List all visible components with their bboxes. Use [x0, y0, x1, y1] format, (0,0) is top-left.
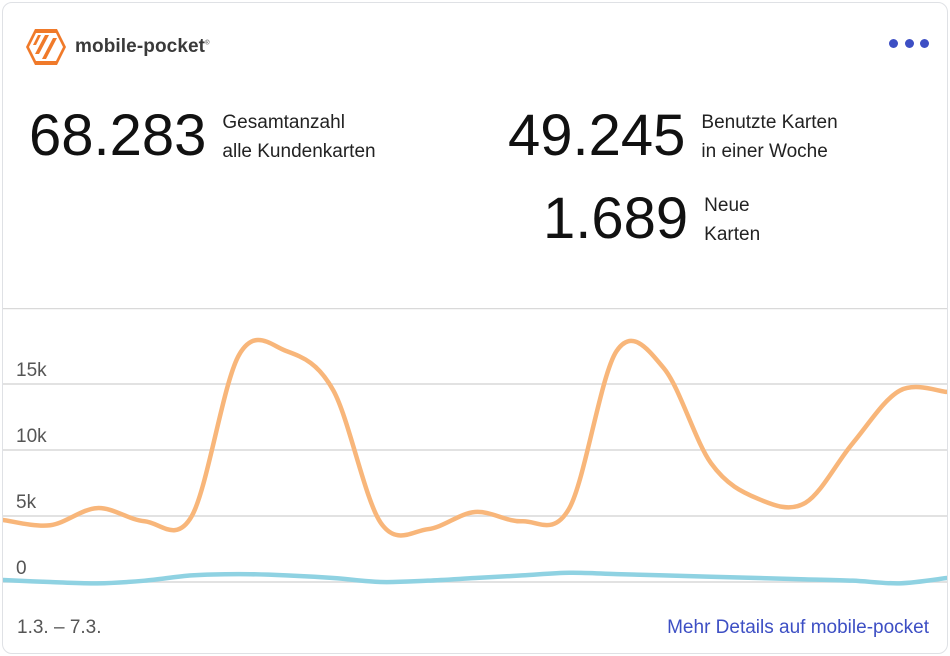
y-tick-label: 10k [16, 426, 47, 447]
y-tick-label: 5k [16, 492, 37, 513]
brand-name: mobile-pocket® [75, 36, 210, 57]
stat-value: 49.245 [508, 103, 686, 168]
usage-line-chart: 0 5k 10k 15k [3, 308, 947, 598]
stat-new-cards: 1.689 Neue Karten [543, 190, 760, 249]
mobile-pocket-logo-icon [26, 29, 66, 65]
stat-label: Gesamtanzahl alle Kundenkarten [222, 112, 376, 162]
stat-label: Neue Karten [704, 195, 761, 245]
stat-label: Benutzte Karten in einer Woche [701, 112, 838, 162]
y-tick-label: 15k [16, 360, 47, 381]
more-dots-icon [920, 38, 929, 48]
stat-value: 68.283 [29, 103, 207, 168]
stat-used-cards: 49.245 Benutzte Karten in einer Woche [508, 107, 838, 166]
details-link[interactable]: Mehr Details auf mobile-pocket [667, 617, 929, 638]
date-range: 1.3. – 7.3. [17, 617, 102, 638]
brand-header: mobile-pocket® [25, 27, 210, 67]
y-tick-label: 0 [16, 558, 27, 579]
stat-total-cards: 68.283 Gesamtanzahl alle Kundenkarten [29, 107, 376, 166]
series-line [3, 337, 947, 538]
more-dots-icon [904, 38, 914, 48]
series-line [3, 570, 947, 586]
stat-value: 1.689 [543, 186, 689, 251]
chart-svg: 0 5k 10k 15k [3, 308, 947, 586]
more-dots-icon [889, 38, 898, 48]
more-options-button[interactable] [889, 33, 929, 53]
